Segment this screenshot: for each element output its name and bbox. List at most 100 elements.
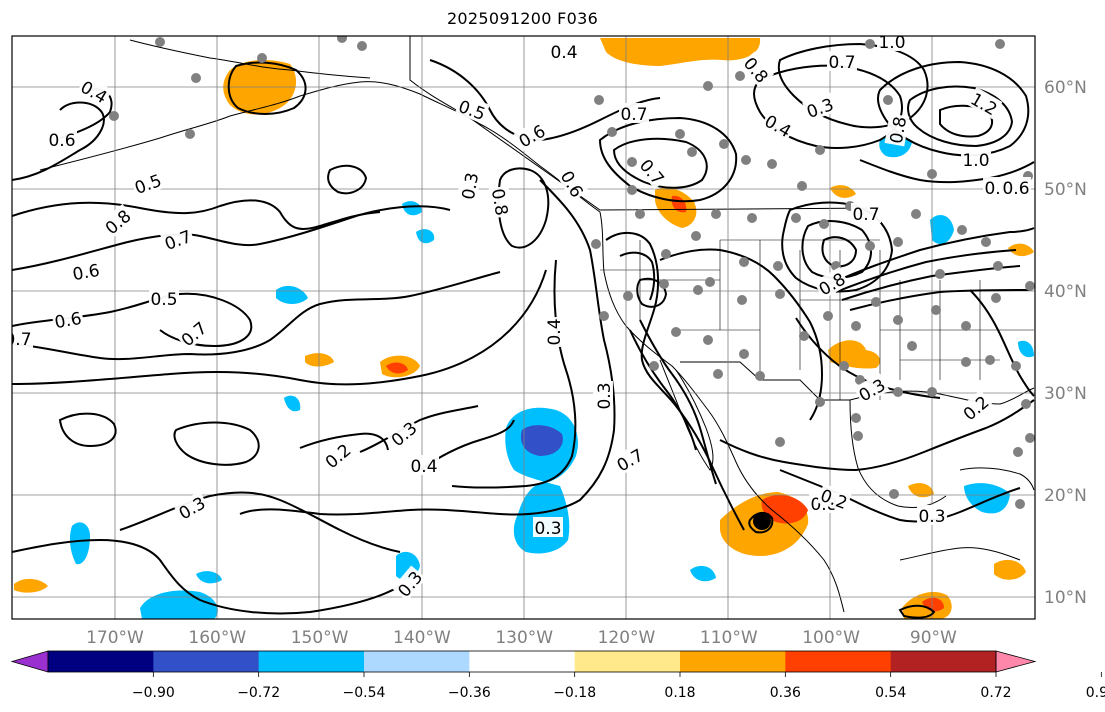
contour-line (12, 269, 547, 386)
contour-label: 0.6 (48, 131, 75, 151)
contour-line (299, 432, 389, 451)
contour-line (877, 60, 1030, 157)
contour-line (12, 205, 451, 271)
station-dot (883, 95, 893, 105)
colorbar-tick-label: −0.54 (343, 685, 386, 701)
contour-line (969, 289, 1035, 397)
station-dot (671, 327, 681, 337)
map-frame (11, 35, 1036, 620)
contour-line (859, 159, 1035, 184)
station-dot (109, 111, 119, 121)
positive-anomaly-area (14, 578, 48, 593)
contour-label: 0.7 (4, 330, 31, 350)
latitude-label: 50°N (1044, 180, 1087, 200)
storm-center-marker (753, 512, 771, 530)
station-dot (739, 349, 749, 359)
colorbar-tick-label: −0.90 (132, 685, 175, 701)
station-dot (797, 181, 807, 191)
station-dot (907, 341, 917, 351)
contour-label: 0.4 (550, 43, 577, 63)
longitude-label: 140°W (393, 628, 451, 648)
station-dot (1025, 433, 1035, 443)
station-dot (893, 315, 903, 325)
station-dot (961, 357, 971, 367)
colorbar-tick-label: 0.36 (770, 685, 801, 701)
station-dot (985, 355, 995, 365)
station-dot (993, 261, 1003, 271)
contour-line (898, 604, 936, 619)
longitude-label: 110°W (700, 628, 758, 648)
station-dot (931, 305, 941, 315)
contour-label: 0.3 (534, 519, 561, 539)
contour-line (639, 319, 717, 485)
positive-anomaly-area (830, 185, 856, 198)
station-dot (155, 37, 165, 47)
latitude-label: 20°N (1044, 486, 1087, 506)
station-dot (735, 71, 745, 81)
negative-anomaly-area (1018, 340, 1034, 358)
station-dot (741, 155, 751, 165)
contour-line (829, 227, 1035, 285)
contour-line (497, 167, 550, 249)
contour-line (12, 101, 105, 181)
contour-label: 0.6 (1002, 179, 1029, 199)
station-dot (855, 375, 865, 385)
contour-line (327, 164, 368, 195)
longitude-label: 130°W (495, 628, 553, 648)
station-dot (893, 387, 903, 397)
contour-line (619, 251, 656, 301)
colorbar-outline (47, 650, 997, 673)
colorbar-segment (469, 651, 576, 672)
contour-label: 0.6 (53, 309, 83, 333)
contour-label: 0.7 (620, 105, 647, 125)
longitude-label: 120°W (598, 628, 656, 648)
contour-line (907, 85, 1014, 148)
latitude-labels: 60°N 50°N 40°N 30°N 20°N 10°N (1044, 78, 1087, 608)
station-dot (865, 241, 875, 251)
negative-anomaly-area (276, 285, 308, 304)
station-dots-layer (109, 36, 1035, 509)
station-dot (661, 249, 671, 259)
colorbar-extend-max (995, 650, 1037, 673)
negative-anomaly-area (402, 201, 422, 216)
station-dot (791, 213, 801, 223)
colorbar-segment (258, 651, 365, 672)
colorbar-segment (574, 651, 681, 672)
colorbar-tick-label: 0.72 (980, 685, 1011, 701)
contour-line (779, 469, 1021, 523)
contour-line (939, 104, 994, 138)
contour-line (612, 137, 708, 189)
contour-line (629, 329, 697, 451)
colorbar-segment (890, 651, 997, 672)
baja-peninsula (659, 359, 714, 471)
station-dot (775, 437, 785, 447)
us-west-coast (599, 211, 845, 613)
colorbar-segment (785, 651, 892, 672)
station-dot (995, 39, 1005, 49)
negative-anomaly-area (69, 522, 90, 565)
contour-line (58, 412, 117, 448)
alaska-coastline (39, 81, 601, 213)
contour-line (636, 277, 668, 308)
contour-line (12, 271, 501, 361)
station-dot (703, 335, 713, 345)
negative-anomaly-area (930, 215, 954, 245)
latitude-label: 60°N (1044, 78, 1087, 98)
station-dot (627, 157, 637, 167)
station-dot (623, 291, 633, 301)
station-dot (889, 489, 899, 499)
station-dot (819, 219, 829, 229)
positive-anomaly-area (828, 340, 881, 369)
station-dot (185, 129, 195, 139)
station-dot (957, 225, 967, 235)
negative-anomaly-area (520, 425, 563, 456)
station-dot (191, 73, 201, 83)
station-dot (594, 95, 604, 105)
station-dot (691, 231, 701, 241)
colorbar-tick-label: 0.54 (875, 685, 906, 701)
us-mexico-border (680, 361, 850, 401)
station-dot (649, 361, 659, 371)
station-dot (799, 331, 809, 341)
station-dot (627, 185, 637, 195)
positive-anomaly-area (600, 38, 761, 66)
